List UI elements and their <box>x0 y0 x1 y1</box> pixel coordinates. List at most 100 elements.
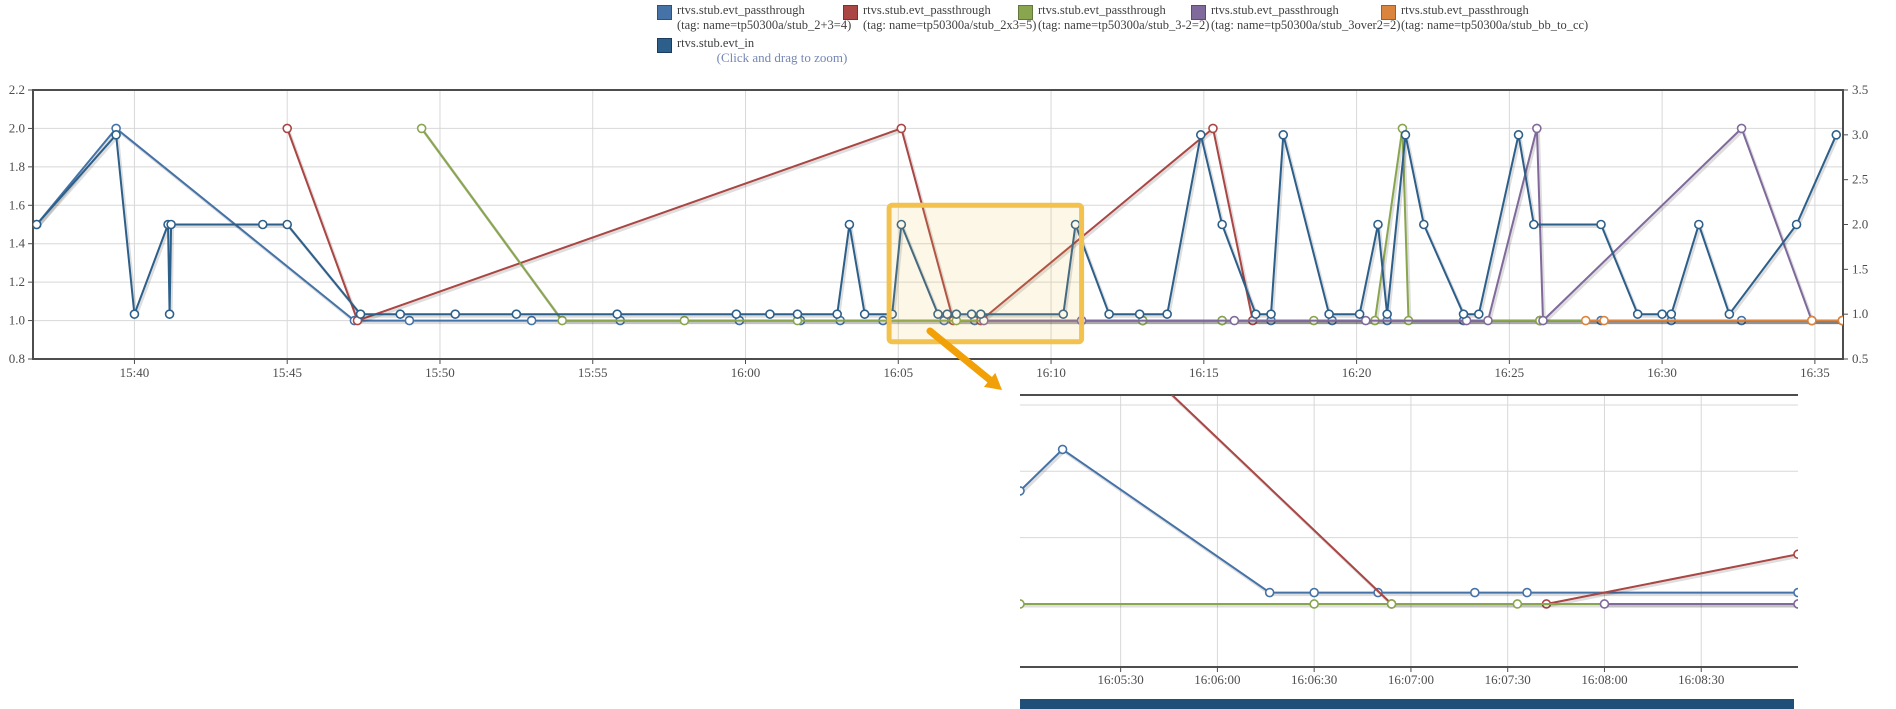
data-point-marker[interactable] <box>416 123 427 134</box>
data-point-marker[interactable] <box>765 309 775 319</box>
data-point-marker[interactable] <box>1419 219 1429 230</box>
data-point-marker[interactable] <box>1162 309 1172 319</box>
data-point-marker[interactable] <box>1217 219 1227 230</box>
data-point-marker[interactable] <box>1229 315 1240 326</box>
data-point-marker[interactable] <box>1599 315 1609 326</box>
data-point-marker[interactable] <box>1791 219 1802 230</box>
data-point-marker[interactable] <box>1134 309 1145 319</box>
data-point-marker[interactable] <box>1596 219 1606 230</box>
data-point-marker[interactable] <box>1382 309 1392 319</box>
legend-swatch-icon <box>1191 5 1206 20</box>
data-point-marker[interactable] <box>832 309 842 319</box>
legend-swatch-icon <box>1381 5 1396 20</box>
data-point-marker[interactable] <box>1736 123 1747 134</box>
data-point-marker[interactable] <box>679 315 690 326</box>
data-point-marker[interactable] <box>1657 309 1667 319</box>
data-point-marker[interactable] <box>1057 444 1068 455</box>
data-point-marker[interactable] <box>395 309 406 319</box>
data-point-marker[interactable] <box>1483 315 1493 326</box>
data-point-marker[interactable] <box>282 123 293 134</box>
data-point-marker[interactable] <box>1266 309 1276 319</box>
data-point-marker[interactable] <box>511 309 522 319</box>
data-point-marker[interactable] <box>1793 599 1802 609</box>
x-tick-label: 16:10 <box>1036 365 1066 380</box>
x-tick-label: 16:05:30 <box>1098 672 1144 687</box>
data-point-marker[interactable] <box>1264 587 1275 598</box>
legend-item-rtvs.stub.evt_in[interactable]: rtvs.stub.evt_in <box>657 36 754 53</box>
data-point-marker[interactable] <box>404 315 415 326</box>
data-point-marker[interactable] <box>257 219 268 230</box>
data-point-marker[interactable] <box>166 219 176 230</box>
data-point-marker[interactable] <box>1039 268 1047 276</box>
data-point-marker[interactable] <box>1386 599 1397 609</box>
legend-swatch-icon <box>843 5 858 20</box>
data-point-marker[interactable] <box>164 309 175 319</box>
data-point-marker[interactable] <box>1354 309 1365 319</box>
y-axis-right-label: 1.0 <box>1852 306 1868 321</box>
x-tick-label: 16:05 <box>883 365 913 380</box>
data-point-marker[interactable] <box>1513 130 1524 140</box>
y-axis-left-label: 2.2 <box>9 82 25 97</box>
data-point-marker[interactable] <box>1512 599 1523 609</box>
series-rtvs.stub.evt_in <box>1016 444 1802 598</box>
data-point-marker[interactable] <box>1324 309 1334 319</box>
data-point-marker[interactable] <box>1470 587 1480 598</box>
data-point-marker[interactable] <box>111 130 121 140</box>
data-point-marker[interactable] <box>1400 130 1411 140</box>
legend-label: rtvs.stub.evt_passthrough (tag: name=tp50… <box>1211 3 1401 33</box>
legend-item-stub_bb_to_cc[interactable]: rtvs.stub.evt_passthrough (tag: name=tp50… <box>1381 3 1588 34</box>
data-point-marker[interactable] <box>1793 549 1802 560</box>
legend-item-stub_3over2=2[interactable]: rtvs.stub.evt_passthrough (tag: name=tp50… <box>1191 3 1400 34</box>
data-point-marker[interactable] <box>1278 130 1289 140</box>
data-point-marker[interactable] <box>859 309 870 319</box>
data-point-marker[interactable] <box>1837 315 1846 326</box>
data-point-marker[interactable] <box>1208 123 1218 134</box>
data-point-marker[interactable] <box>526 315 537 326</box>
data-point-marker[interactable] <box>1016 599 1025 609</box>
data-point-marker[interactable] <box>1532 123 1542 134</box>
data-point-marker[interactable] <box>1195 130 1206 140</box>
data-point-marker[interactable] <box>450 309 461 319</box>
data-point-marker[interactable] <box>612 309 622 319</box>
data-point-marker[interactable] <box>1458 309 1469 319</box>
legend-item-stub_3-2=2[interactable]: rtvs.stub.evt_passthrough (tag: name=tp50… <box>1018 3 1209 34</box>
data-point-marker[interactable] <box>1309 587 1319 598</box>
legend-label: rtvs.stub.evt_passthrough (tag: name=tp50… <box>1038 3 1210 33</box>
series-line <box>1020 448 1798 594</box>
data-point-marker[interactable] <box>1474 309 1484 319</box>
data-point-marker[interactable] <box>129 309 140 319</box>
data-point-marker[interactable] <box>1632 309 1643 319</box>
data-point-marker[interactable] <box>1724 309 1735 319</box>
data-point-marker[interactable] <box>1807 315 1817 326</box>
data-point-marker[interactable] <box>1104 309 1114 319</box>
legend-label: rtvs.stub.evt_passthrough (tag: name=tp50… <box>677 3 852 33</box>
data-point-marker[interactable] <box>282 219 293 230</box>
data-point-marker[interactable] <box>1522 587 1532 598</box>
data-point-marker[interactable] <box>355 309 366 319</box>
data-point-marker[interactable] <box>1580 315 1591 326</box>
data-point-marker[interactable] <box>844 219 855 230</box>
y-axis-left-label: 1.4 <box>9 236 26 251</box>
data-point-marker[interactable] <box>1831 130 1842 140</box>
data-point-marker[interactable] <box>792 309 803 319</box>
data-point-marker[interactable] <box>557 315 567 326</box>
data-point-marker[interactable] <box>1599 599 1610 609</box>
data-point-marker[interactable] <box>1373 219 1383 230</box>
legend-item-stub_2+3=4[interactable]: rtvs.stub.evt_passthrough (tag: name=tp50… <box>657 3 851 34</box>
data-point-marker[interactable] <box>1693 219 1704 230</box>
data-point-marker[interactable] <box>896 123 907 134</box>
data-point-marker[interactable] <box>1528 219 1539 230</box>
x-tick-label: 16:08:30 <box>1678 672 1724 687</box>
data-point-marker[interactable] <box>1309 599 1319 609</box>
data-point-marker[interactable] <box>1666 309 1677 319</box>
series-shadow <box>1169 395 1798 608</box>
data-point-marker[interactable] <box>1360 315 1371 326</box>
data-point-marker[interactable] <box>1250 309 1261 319</box>
data-point-marker[interactable] <box>731 309 742 319</box>
legend-item-stub_2x3=5[interactable]: rtvs.stub.evt_passthrough (tag: name=tp50… <box>843 3 1036 34</box>
data-point-marker[interactable] <box>1793 587 1802 598</box>
data-point-marker[interactable] <box>33 219 42 230</box>
data-point-marker[interactable] <box>1016 486 1025 496</box>
data-point-marker[interactable] <box>1538 315 1548 326</box>
